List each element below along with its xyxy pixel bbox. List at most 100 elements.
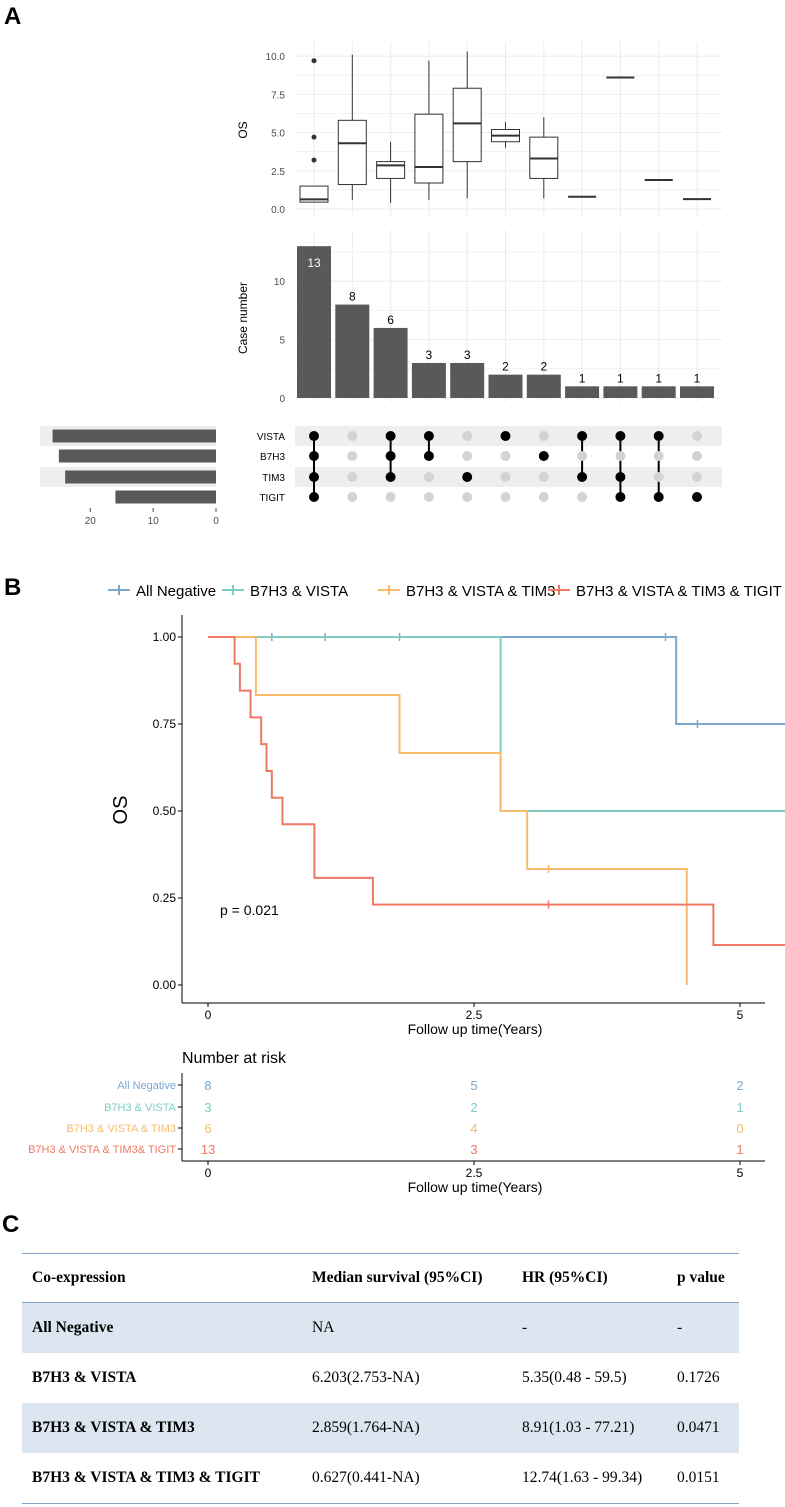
risk-row-label: All Negative (117, 1080, 176, 1092)
matrix-dot-off (500, 451, 511, 461)
matrix-dot-on (538, 451, 549, 461)
matrix-dot-off (347, 431, 358, 441)
intersection-bar (335, 304, 370, 398)
y-tick-label: 5.0 (271, 129, 285, 140)
matrix-dot-off (615, 451, 626, 461)
bar-value-label: 8 (349, 290, 356, 304)
bar-value-label: 6 (387, 313, 394, 327)
matrix-dot-on (692, 492, 702, 502)
matrix-dot-off (692, 451, 702, 461)
x-tick-label: 0 (213, 516, 219, 527)
matrix-dot-off (385, 492, 396, 502)
matrix-dot-off (347, 451, 358, 461)
box-6 (529, 117, 559, 199)
set-name-label: B7H3 (260, 452, 285, 463)
matrix-dot-off (538, 472, 549, 482)
table-row: B7H3 & VISTA & TIM3 & TIGIT 0.627(0.441-… (22, 1453, 739, 1504)
x-axis-label: Follow up time(Years) (408, 1021, 543, 1037)
cell-hr: 5.35(0.48 - 59.5) (522, 1369, 627, 1386)
intersection-bar (603, 386, 638, 398)
intersection-bars: 13 8 6 3 3 2 2 1 1 1 1 (297, 246, 714, 398)
intersection-bar (526, 374, 561, 398)
x-tick-label: 5 (737, 1008, 744, 1022)
matrix-dot-off (462, 492, 473, 502)
table-row: B7H3 & VISTA 6.203(2.753-NA) 5.35(0.48 -… (22, 1353, 739, 1403)
y-tick-label: 0 (279, 394, 285, 405)
km-curve-1 (208, 636, 785, 812)
bar-value-label: 3 (426, 348, 433, 362)
risk-x-tick-label: 2.5 (466, 1166, 483, 1180)
cell-p: 0.0471 (667, 1403, 739, 1453)
header-hr: HR (95%CI) (512, 1253, 667, 1303)
box-4 (452, 51, 482, 199)
matrix-dot-off (653, 472, 664, 482)
risk-count: 3 (204, 1100, 211, 1115)
matrix-dot-on (462, 472, 473, 482)
box-outlier (311, 134, 317, 140)
matrix-dot-on (500, 431, 511, 441)
matrix-dot-off (577, 451, 588, 461)
risk-count: 1 (736, 1142, 743, 1157)
risk-x-axis-label: Follow up time(Years) (408, 1179, 543, 1195)
set-size-bar (65, 470, 217, 484)
cell-p: 0.0151 (667, 1453, 739, 1504)
cell-median: 2.859(1.764-NA) (302, 1403, 512, 1453)
bar-value-label: 2 (502, 360, 509, 374)
matrix-dot-on (385, 472, 396, 482)
risk-row-label: B7H3 & VISTA & TIM3& TIGIT (28, 1144, 176, 1156)
matrix-dot-off (538, 492, 549, 502)
matrix-dot-on (309, 451, 319, 461)
table-row: B7H3 & VISTA & TIM3 2.859(1.764-NA) 8.91… (22, 1403, 739, 1453)
matrix-dot-off (653, 451, 664, 461)
matrix-dot-on (615, 472, 626, 482)
matrix-dot-on (615, 431, 626, 441)
matrix-dot-off (577, 492, 588, 502)
intersection-bar (297, 246, 331, 398)
intersection-bar (373, 327, 408, 398)
km-curves (208, 633, 785, 985)
header-coexpression: Co-expression (22, 1253, 302, 1303)
cell-hr: 12.74(1.63 - 99.34) (512, 1453, 667, 1504)
panel-label-c: C (2, 1211, 20, 1238)
y-tick-label: 0.00 (153, 978, 177, 992)
x-tick-label: 2.5 (466, 1008, 483, 1022)
y-tick-label: 10 (274, 277, 286, 288)
intersection-bar (411, 362, 446, 398)
risk-count: 6 (204, 1121, 211, 1136)
legend-label: B7H3 & VISTA & TIM3 (406, 583, 556, 600)
intersection-bar (565, 386, 600, 398)
y-tick-label: 0.75 (153, 717, 177, 731)
cell-p: - (667, 1302, 739, 1353)
matrix-dot-off (538, 431, 549, 441)
intersection-bar (680, 386, 714, 398)
bar-value-label: 2 (540, 360, 547, 374)
coexpression-table: Co-expression Median survival (95%CI) HR… (22, 1253, 739, 1504)
km-legend: All Negative B7H3 & VISTA B7H3 & VISTA & T… (108, 583, 782, 600)
intersection-bar (488, 374, 523, 398)
legend-label: All Negative (136, 583, 216, 600)
matrix-dot-off (500, 472, 511, 482)
y-axis-label: OS (110, 796, 132, 825)
matrix-dot-on (423, 451, 434, 461)
matrix-dot-off (462, 451, 473, 461)
risk-row-label: B7H3 & VISTA (104, 1102, 177, 1114)
cell-hr: - (512, 1302, 667, 1353)
box-0 (299, 58, 329, 203)
y-tick-label: 2.5 (271, 167, 285, 178)
set-name-label: VISTA (257, 432, 285, 443)
matrix-dot-on (309, 472, 319, 482)
cell-group: All Negative (22, 1302, 302, 1353)
matrix-dot-on (615, 492, 626, 502)
matrix-dot-off (423, 472, 434, 482)
x-tick-label: 0 (205, 1008, 212, 1022)
cell-median: 0.627(0.441-NA) (302, 1453, 512, 1504)
matrix-dot-off (692, 472, 702, 482)
matrix-dot-on (653, 492, 664, 502)
matrix-dot-off (462, 431, 473, 441)
y-axis-label: OS (236, 121, 250, 138)
boxplot-y-axis: 0.0 2.5 5.0 7.5 10.0 OS (236, 52, 285, 216)
intersection-bar (450, 362, 485, 398)
cell-median: NA (302, 1302, 512, 1353)
risk-count: 1 (736, 1100, 743, 1115)
y-tick-label: 7.5 (271, 90, 285, 101)
